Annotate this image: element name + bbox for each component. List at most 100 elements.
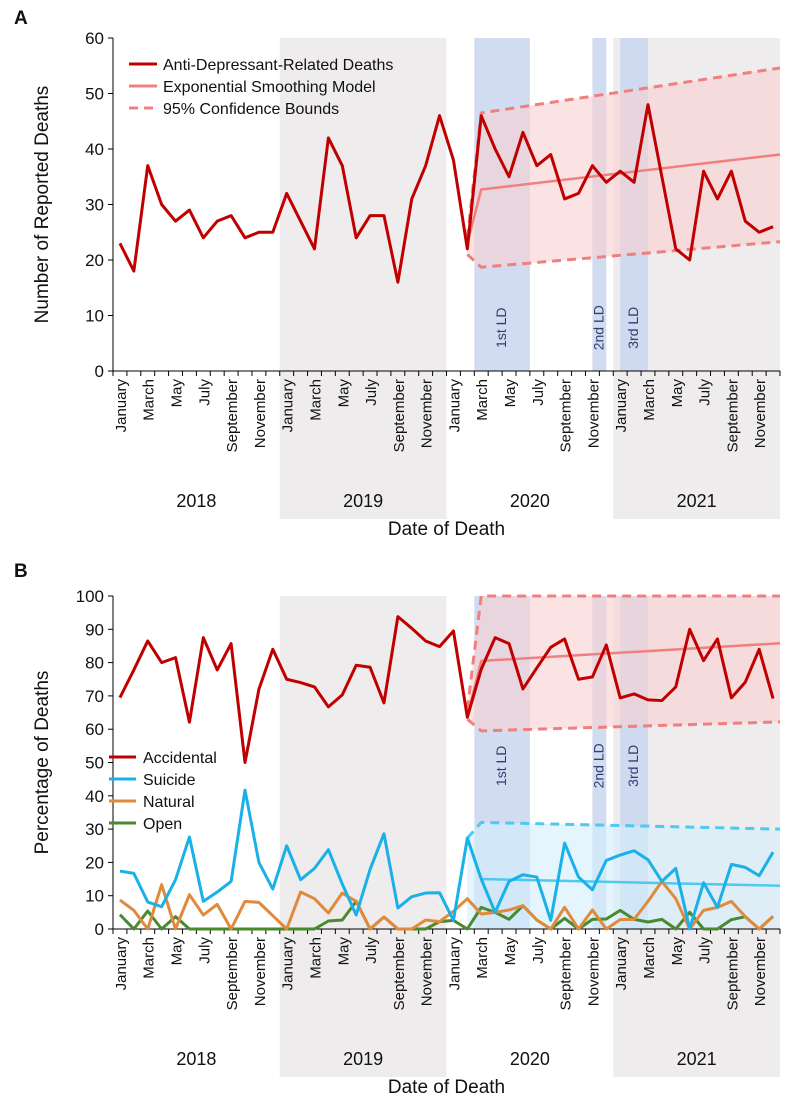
- month-label: March: [141, 379, 158, 421]
- y-axis-title: Percentage of Deaths: [32, 671, 53, 855]
- month-label: March: [474, 379, 491, 421]
- month-label: March: [141, 937, 158, 979]
- month-label: May: [335, 937, 352, 966]
- y-tick-label: 70: [85, 687, 104, 706]
- panel-label: B: [14, 561, 28, 582]
- month-label: November: [752, 937, 769, 1006]
- month-label: March: [641, 379, 658, 421]
- y-tick-label: 50: [85, 85, 104, 104]
- y-tick-label: 0: [95, 362, 104, 381]
- y-tick-label: 30: [85, 196, 104, 215]
- y-tick-label: 60: [85, 720, 104, 739]
- y-tick-label: 80: [85, 654, 104, 673]
- month-label: November: [252, 379, 269, 448]
- month-label: November: [419, 379, 436, 448]
- y-tick-label: 50: [85, 754, 104, 773]
- legend-label: Anti-Depressant-Related Deaths: [163, 57, 393, 74]
- lockdown-label-1: 1st LD: [493, 307, 509, 347]
- month-label: May: [669, 937, 686, 966]
- month-label: May: [169, 379, 186, 408]
- month-label: January: [113, 937, 130, 991]
- month-label: July: [530, 937, 547, 964]
- lockdown-label-3: 3rd LD: [625, 745, 641, 787]
- legend: Anti-Depressant-Related Deaths Exponentia…: [129, 57, 393, 118]
- month-label: January: [113, 379, 130, 433]
- panel-label: A: [14, 8, 28, 29]
- y-tick-label: 30: [85, 820, 104, 839]
- panel-a: 1st LD 2nd LD 3rd LD 0 10 20 30 40 50 60 January Ma…: [14, 8, 781, 540]
- month-label: May: [335, 379, 352, 408]
- month-label: September: [224, 379, 241, 452]
- month-label: July: [196, 379, 213, 406]
- year-label: 2021: [677, 1049, 717, 1069]
- month-label: July: [363, 937, 380, 964]
- month-label: March: [307, 937, 324, 979]
- month-label: September: [391, 937, 408, 1010]
- year-label: 2018: [176, 1049, 216, 1069]
- legend-label: 95% Confidence Bounds: [163, 101, 339, 118]
- series-line-natural: [119, 879, 775, 931]
- y-tick-label: 10: [85, 307, 104, 326]
- y-tick-label: 20: [85, 853, 104, 872]
- y-tick-label: 100: [76, 587, 104, 606]
- year-label: 2019: [343, 1049, 383, 1069]
- lower-bound-line-1: [466, 718, 781, 733]
- month-label: January: [446, 379, 463, 433]
- lower-bound-line-1: [466, 240, 781, 269]
- y-tick-label: 40: [85, 787, 104, 806]
- series-line-anti-depressant-related-deaths: [118, 103, 774, 284]
- month-label: September: [224, 937, 241, 1010]
- year-shade-2019: [279, 596, 447, 1077]
- month-label: May: [502, 937, 519, 966]
- x-axis-title: Date of Death: [388, 1077, 505, 1098]
- legend-label: Natural: [143, 794, 195, 811]
- month-label: November: [419, 937, 436, 1006]
- y-tick-label: 0: [95, 920, 104, 939]
- month-label: July: [530, 379, 547, 406]
- upper-bound-line-1: [465, 66, 781, 238]
- month-label: January: [280, 379, 297, 433]
- legend-label: Suicide: [143, 772, 196, 789]
- month-label: November: [752, 379, 769, 448]
- month-label: January: [446, 937, 463, 991]
- month-label: November: [585, 379, 602, 448]
- y-tick-label: 90: [85, 620, 104, 639]
- month-label: July: [697, 937, 714, 964]
- series-line-open: [118, 899, 775, 931]
- y-tick-label: 60: [85, 29, 104, 48]
- year-label: 2018: [176, 491, 216, 511]
- series-line-suicide: [119, 788, 775, 931]
- year-label: 2019: [343, 491, 383, 511]
- month-label: March: [307, 379, 324, 421]
- month-label: July: [363, 379, 380, 406]
- year-label: 2020: [510, 491, 550, 511]
- x-axis-title: Date of Death: [388, 519, 505, 540]
- month-label: January: [280, 937, 297, 991]
- panel-b: 1st LD 2nd LD 3rd LD 0 10 20 30 40 50 60 70 80 90 100…: [14, 561, 781, 1098]
- upper-bound-line-2: [466, 820, 781, 840]
- y-tick-label: 20: [85, 251, 104, 270]
- month-label: January: [613, 379, 630, 433]
- month-label: September: [724, 937, 741, 1010]
- month-label: July: [196, 937, 213, 964]
- month-label: November: [252, 937, 269, 1006]
- confidence-region-1: [467, 67, 780, 268]
- month-label: May: [169, 937, 186, 966]
- series-line-accidental: [118, 615, 775, 764]
- lockdown-label-2: 2nd LD: [590, 305, 606, 350]
- legend: Accidental Suicide Natural Open: [109, 750, 217, 833]
- month-label: September: [391, 379, 408, 452]
- y-tick-label: 10: [85, 887, 104, 906]
- lockdown-label-1: 1st LD: [493, 746, 509, 786]
- month-label: July: [697, 379, 714, 406]
- year-label: 2021: [677, 491, 717, 511]
- upper-bound-line-1: [465, 594, 780, 710]
- y-axis-title: Number of Reported Deaths: [32, 86, 53, 324]
- legend-label: Exponential Smoothing Model: [163, 79, 376, 96]
- confidence-region-1: [467, 596, 780, 731]
- legend-label: Open: [143, 816, 182, 833]
- month-label: November: [585, 937, 602, 1006]
- month-label: May: [669, 379, 686, 408]
- lockdown-label-2: 2nd LD: [590, 743, 606, 788]
